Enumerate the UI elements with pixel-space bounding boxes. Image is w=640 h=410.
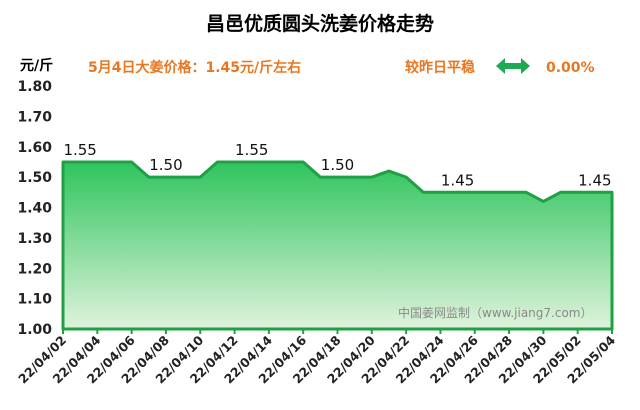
data-label: 1.55 bbox=[63, 141, 96, 159]
unit-label: 元/斤 bbox=[20, 57, 53, 74]
y-axis: 1.00 1.10 1.20 1.30 1.40 1.50 1.60 1.70 1.80 bbox=[17, 79, 52, 338]
watermark: 中国姜网监制（www.jiang7.com） bbox=[398, 305, 592, 320]
chart-title: 昌邑优质圆头洗姜价格走势 bbox=[206, 12, 434, 35]
data-labels: 1.55 1.50 1.55 1.50 1.45 1.45 bbox=[63, 141, 611, 189]
double-arrow-icon bbox=[496, 58, 530, 74]
price-area-fill bbox=[63, 161, 612, 329]
price-note: 5月4日大姜价格：1.45元/斤左右 bbox=[88, 59, 301, 76]
y-tick-label: 1.40 bbox=[17, 201, 52, 217]
y-tick-label: 1.00 bbox=[17, 322, 52, 338]
data-label: 1.50 bbox=[321, 156, 354, 174]
y-tick-label: 1.30 bbox=[17, 231, 52, 247]
y-tick-label: 1.10 bbox=[17, 292, 52, 308]
data-label: 1.55 bbox=[235, 141, 268, 159]
y-tick-label: 1.50 bbox=[17, 170, 52, 186]
data-label: 1.45 bbox=[441, 171, 474, 189]
compare-value: 0.00% bbox=[546, 60, 595, 76]
data-label: 1.50 bbox=[149, 156, 182, 174]
data-label: 1.45 bbox=[578, 171, 611, 189]
x-axis: 22/04/0222/04/0422/04/0622/04/0822/04/10… bbox=[15, 329, 618, 386]
y-tick-label: 1.70 bbox=[17, 109, 52, 125]
price-line bbox=[61, 160, 614, 331]
y-tick-label: 1.80 bbox=[17, 79, 52, 95]
y-tick-label: 1.60 bbox=[17, 140, 52, 156]
plot-area bbox=[61, 160, 614, 331]
y-tick-label: 1.20 bbox=[17, 261, 52, 277]
compare-label: 较昨日平稳 bbox=[405, 59, 475, 76]
